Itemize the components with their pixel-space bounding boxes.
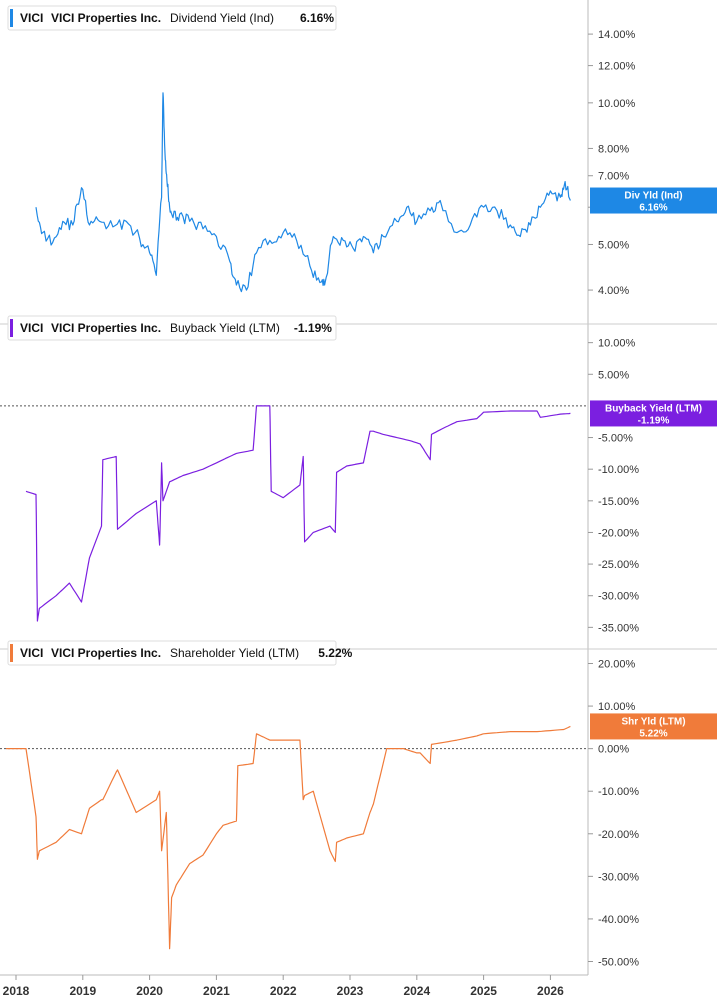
value-badge-value: 6.16% xyxy=(639,203,667,214)
y-tick-label: -30.00% xyxy=(598,871,639,883)
x-tick-label: 2025 xyxy=(470,984,497,998)
panels-layer: 4.00%5.00%6.00%7.00%8.00%10.00%12.00%14.… xyxy=(0,5,717,968)
series-line-3 xyxy=(6,725,571,950)
y-tick-label: 0.00% xyxy=(598,744,629,756)
value-badge-bg xyxy=(590,187,717,214)
y-tick-label: -20.00% xyxy=(598,527,639,539)
value-badge-2: Buyback Yield (LTM)-1.19% xyxy=(590,400,717,427)
x-tick-label: 2019 xyxy=(69,984,96,998)
value-badge-value: -1.19% xyxy=(638,415,670,426)
x-tick-label: 2020 xyxy=(136,984,163,998)
value-badge-1: Div Yld (Ind)6.16% xyxy=(590,187,717,214)
legend-ticker: VICI xyxy=(20,321,43,335)
legend-company: VICI Properties Inc. xyxy=(51,321,161,335)
x-axis: 2018 2019 2020 2021 2022 2023 2024 2025 2026 xyxy=(3,975,564,998)
x-tick-label: 2021 xyxy=(203,984,230,998)
chart-panel-2: 10.00% 5.00% -5.00% -10.00% -15.00% -20.00% -2… xyxy=(0,315,717,634)
legend-ticker: VICI xyxy=(20,11,43,25)
y-tick-label: 20.00% xyxy=(598,659,636,671)
legend-3: VICI VICI Properties Inc. Shareholder Yiel… xyxy=(7,640,353,666)
legend-last-value: 5.22% xyxy=(318,646,352,660)
value-badge-label: Div Yld (Ind) xyxy=(624,191,682,202)
value-badge-bg xyxy=(590,713,717,740)
y-tick-label: 12.00% xyxy=(598,61,636,73)
legend-company: VICI Properties Inc. xyxy=(51,11,161,25)
y-tick-label: -50.00% xyxy=(598,956,639,968)
y-tick-label: 5.00% xyxy=(598,239,629,251)
x-tick-label: 2022 xyxy=(270,984,297,998)
legend-color-swatch xyxy=(10,9,13,27)
y-tick-label: -10.00% xyxy=(598,464,639,476)
y-tick-label: -30.00% xyxy=(598,591,639,603)
legend-last-value: 6.16% xyxy=(300,11,334,25)
value-badge-bg xyxy=(590,400,717,427)
y-tick-label: -10.00% xyxy=(598,786,639,798)
legend-box xyxy=(7,640,337,666)
chart-panel-3: 20.00% 10.00% 0.00% -10.00% -20.00% -30.00% -4… xyxy=(0,640,717,968)
legend-ticker: VICI xyxy=(20,646,43,660)
y-tick-label: 10.00% xyxy=(598,98,636,110)
legend-box xyxy=(7,5,337,31)
x-tick-label: 2018 xyxy=(3,984,30,998)
legend-metric: Buyback Yield (LTM) xyxy=(170,321,280,335)
legend-color-swatch xyxy=(10,319,13,337)
legend-2: VICI VICI Properties Inc. Buyback Yield (L… xyxy=(7,315,337,341)
x-tick-label: 2026 xyxy=(537,984,564,998)
value-badge-3: Shr Yld (LTM)5.22% xyxy=(590,713,717,740)
legend-metric: Dividend Yield (Ind) xyxy=(170,11,274,25)
series-line-1 xyxy=(35,92,571,293)
legend-metric: Shareholder Yield (LTM) xyxy=(170,646,299,660)
value-badge-label: Shr Yld (LTM) xyxy=(621,716,685,727)
legend-box xyxy=(7,315,337,341)
y-tick-label: -40.00% xyxy=(598,914,639,926)
y-tick-label: -15.00% xyxy=(598,496,639,508)
legend-company: VICI Properties Inc. xyxy=(51,646,161,660)
legend-last-value: -1.19% xyxy=(294,321,332,335)
value-badge-value: 5.22% xyxy=(639,728,667,739)
series-line-2 xyxy=(25,405,571,622)
x-tick-label: 2023 xyxy=(337,984,364,998)
x-tick-label: 2024 xyxy=(403,984,430,998)
legend-1: VICI VICI Properties Inc. Dividend Yield (… xyxy=(7,5,337,31)
y-tick-label: -5.00% xyxy=(598,433,633,445)
y-tick-label: 14.00% xyxy=(598,29,636,41)
y-tick-label: 5.00% xyxy=(598,369,629,381)
y-tick-label: -20.00% xyxy=(598,829,639,841)
y-tick-label: -35.00% xyxy=(598,622,639,634)
value-badge-label: Buyback Yield (LTM) xyxy=(605,403,702,414)
legend-color-swatch xyxy=(10,644,13,662)
chart-panel-1: 4.00%5.00%6.00%7.00%8.00%10.00%12.00%14.… xyxy=(7,5,717,297)
y-tick-label: 10.00% xyxy=(598,701,636,713)
y-tick-label: 8.00% xyxy=(598,143,629,155)
y-tick-label: 4.00% xyxy=(598,285,629,297)
y-tick-label: -25.00% xyxy=(598,559,639,571)
y-tick-label: 10.00% xyxy=(598,338,636,350)
y-tick-label: 7.00% xyxy=(598,171,629,183)
